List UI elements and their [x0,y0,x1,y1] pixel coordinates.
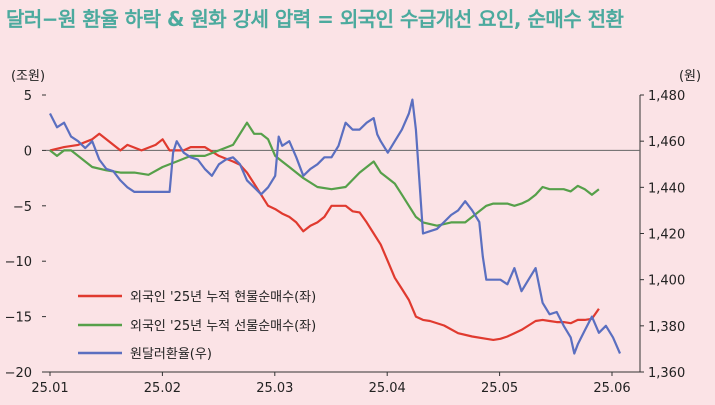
right-tick-label: 1,420 [648,228,685,243]
left-tick-label: 5 [24,89,32,104]
left-axis-unit: (조원) [11,69,45,84]
right-axis-unit: (원) [679,69,701,84]
x-tick-label: 25.05 [481,381,518,396]
left-tick-label: −20 [5,366,32,381]
x-tick-label: 25.02 [144,381,181,396]
left-tick-label: −5 [13,200,32,215]
series-line-2 [49,121,600,227]
left-tick-label: −10 [5,255,32,270]
series-line-1 [49,132,600,341]
right-tick-label: 1,480 [648,89,685,104]
right-tick-label: 1,360 [648,366,685,381]
legend-label-1: 외국인 '25년 누적 현물순매수(좌) [130,290,316,305]
x-tick-label: 25.03 [256,381,293,396]
right-tick-label: 1,400 [648,274,685,289]
x-tick-label: 25.06 [593,381,630,396]
legend-label-3: 원달러환율(우) [130,347,212,362]
right-tick-label: 1,460 [648,135,685,150]
left-tick-label: −15 [5,311,32,326]
chart-title: 달러−원 환율 하락 & 원화 강세 압력 = 외국인 수급개선 요인, 순매수… [6,7,624,31]
right-tick-label: 1,380 [648,320,685,335]
x-tick-label: 25.04 [369,381,406,396]
legend-label-2: 외국인 '25년 누적 선물순매수(좌) [130,319,316,334]
x-tick-label: 25.01 [31,381,68,396]
series-line-3 [49,98,622,355]
right-tick-label: 1,440 [648,181,685,196]
left-tick-label: 0 [24,144,32,159]
